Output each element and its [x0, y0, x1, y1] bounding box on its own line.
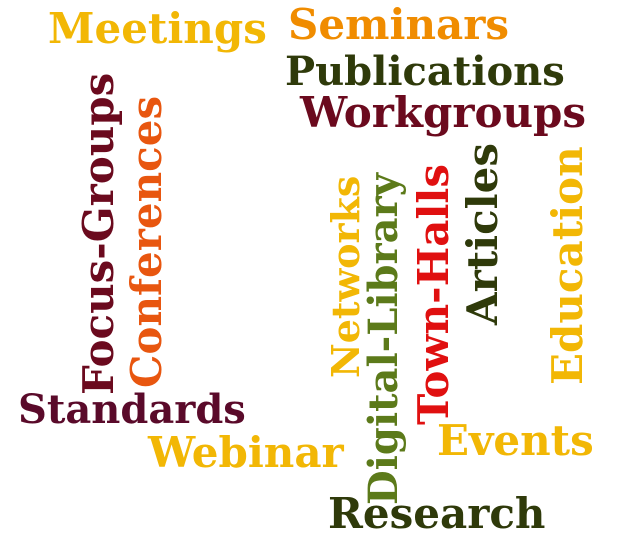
word-town-halls: Town-Halls [409, 163, 458, 425]
word-events: Events [437, 416, 594, 465]
word-seminars: Seminars [288, 0, 509, 49]
word-workgroups: Workgroups [300, 88, 587, 137]
word-conferences: Conferences [122, 95, 171, 388]
word-articles: Articles [458, 143, 507, 325]
word-publications: Publications [285, 48, 565, 95]
word-research: Research [328, 489, 546, 538]
word-standards: Standards [18, 386, 246, 433]
word-webinar: Webinar [148, 428, 344, 477]
word-digital-library: Digital-Library [360, 173, 407, 505]
word-focus-groups: Focus-Groups [74, 72, 123, 395]
word-meetings: Meetings [48, 4, 267, 53]
word-education: Education [543, 146, 592, 385]
